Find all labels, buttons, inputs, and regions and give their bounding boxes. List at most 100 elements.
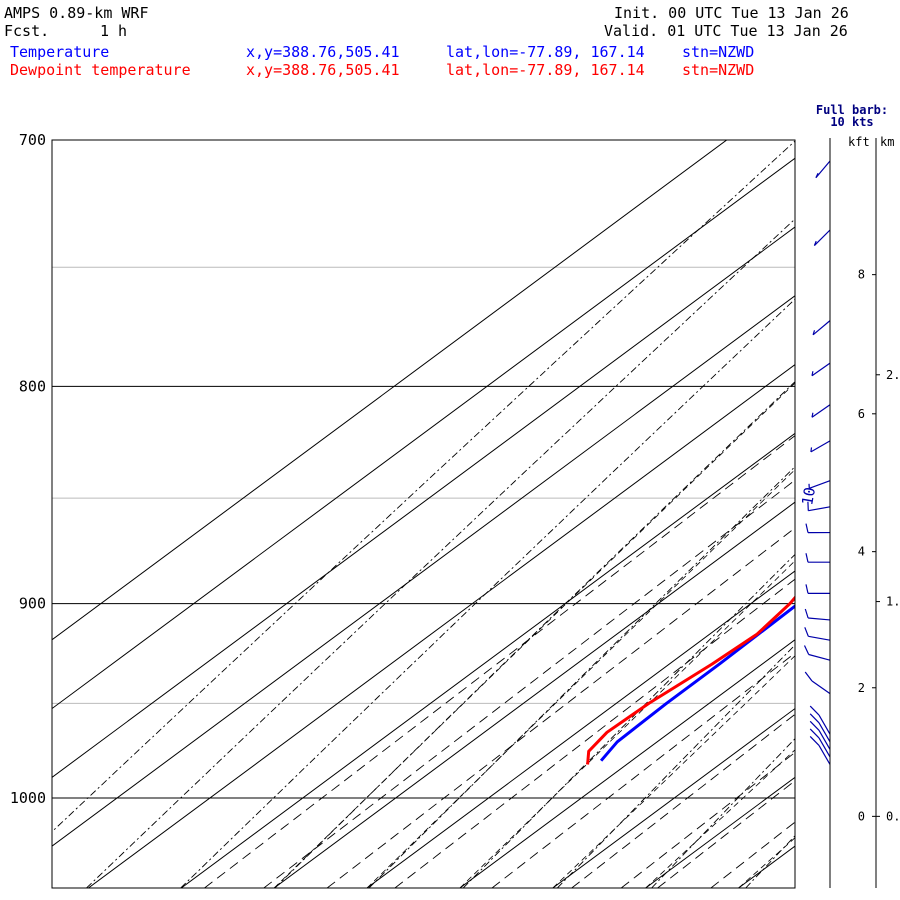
km-tick-label: 0. (886, 809, 900, 823)
dry-adiabat (462, 553, 795, 888)
wind-barb-shaft (811, 362, 831, 377)
temperature-legend: Temperature (10, 43, 110, 61)
moist-adiabat (459, 560, 795, 888)
wind-barb-flag (804, 608, 809, 619)
wind-barb-shaft (809, 480, 831, 489)
dry-adiabat (86, 218, 795, 888)
isotherm (645, 776, 795, 888)
wind-barb-column: 10 (798, 160, 831, 765)
wind-barb-shaft (818, 714, 831, 735)
wind-barb-flag (809, 713, 820, 724)
chart-grid (52, 113, 900, 889)
wind-barb-flag (810, 447, 813, 452)
wind-barb-shaft (815, 160, 831, 179)
wind-barb-shaft (812, 320, 831, 336)
wind-barb-flag (805, 523, 809, 533)
wind-barb-shaft (808, 635, 831, 641)
wind-barb-shaft (818, 745, 831, 765)
wind-barb-flag (811, 412, 814, 418)
kft-tick-label: 8 (858, 268, 865, 282)
wind-barb-flag (809, 720, 820, 731)
wind-barb-flag (809, 705, 820, 716)
isotherm (52, 157, 795, 710)
moist-adiabat (273, 382, 795, 888)
wind-barb-flag (803, 645, 810, 655)
temperature-latlon: lat,lon=-77.89, 167.14 (446, 43, 645, 61)
wind-barb-shaft (810, 440, 831, 453)
wind-barb-flag (805, 553, 809, 563)
mixing-ratio-line (394, 578, 795, 888)
wind-barb-flag (811, 371, 814, 376)
chart-series (586, 595, 795, 765)
isobar-label: 900 (19, 595, 46, 613)
kft-axis-label: kft (848, 135, 870, 149)
mixing-ratio-line (204, 435, 795, 888)
isotherm (180, 432, 795, 888)
dewpoint-xy: x,y=388.76,505.41 (246, 61, 400, 79)
wind-barb-shaft (818, 737, 831, 758)
dry-adiabat (52, 140, 795, 833)
dry-adiabat (557, 644, 795, 888)
moist-adiabat (366, 469, 795, 888)
km-tick-label: 2. (886, 368, 900, 382)
barb-speed-annotation: 10 (798, 486, 819, 507)
valid-time: Valid. 01 UTC Tue 13 Jan 26 (604, 22, 848, 40)
forecast-label: Fcst. (4, 22, 50, 40)
dry-adiabat (651, 738, 795, 888)
plot-frame (51, 139, 796, 889)
wind-barb-shaft (811, 404, 831, 418)
height-axis: kft km 0 2 4 6 8 0. 1. 2. (829, 135, 900, 888)
mixing-ratio-line (263, 479, 795, 888)
isotherm (552, 707, 795, 888)
isotherm (366, 570, 795, 888)
kft-tick-label: 4 (858, 545, 865, 559)
mixing-ratio-line (491, 652, 795, 888)
kft-tick-label: 6 (858, 407, 865, 421)
wind-barb-flag (804, 671, 813, 682)
isotherm (52, 295, 795, 847)
isobar-label: 800 (19, 377, 46, 395)
isotherm (831, 113, 900, 888)
wind-barb-shaft (811, 680, 831, 695)
wind-barb-flag (809, 728, 820, 739)
model-title: AMPS 0.89-km WRF (4, 4, 149, 22)
mixing-ratio-line (620, 751, 795, 888)
wind-barb-flag (813, 240, 817, 246)
wind-barb-shaft (813, 229, 831, 247)
wind-barb-shaft (808, 617, 831, 621)
wind-barb-flag (815, 173, 819, 179)
isotherm (273, 501, 795, 888)
temperature-profile (599, 604, 795, 762)
dry-adiabat (840, 114, 900, 889)
mixing-ratio-line (326, 527, 795, 888)
isobar-label: 1000 (10, 789, 46, 807)
wind-barb-shaft (818, 722, 831, 743)
kft-tick-label: 2 (858, 681, 865, 695)
dewpoint-station: stn=NZWD (682, 61, 755, 79)
km-axis-label: km (880, 135, 894, 149)
mixing-ratio-line (710, 821, 795, 888)
dewpoint-legend: Dewpoint temperature (10, 61, 191, 79)
isobar-label: 700 (19, 131, 46, 149)
km-tick-label: 1. (886, 595, 900, 609)
kft-tick-label: 0 (858, 809, 865, 823)
barb-legend-title: Full barb: (816, 103, 888, 117)
dry-adiabat (745, 835, 795, 888)
temperature-station: stn=NZWD (682, 43, 755, 61)
chart-labels: 7008009001000-70-60-50-40-30-20-10022023… (10, 103, 888, 807)
dewpoint-profile (586, 595, 795, 765)
isotherm (52, 226, 795, 778)
moist-adiabat (645, 749, 795, 888)
dry-adiabat (368, 466, 795, 888)
forecast-value: 1 h (100, 22, 128, 40)
wind-barb-shaft (808, 653, 831, 661)
wind-barb-flag (804, 627, 809, 637)
wind-barb-flag (809, 735, 820, 746)
wind-barb-flag (812, 330, 816, 335)
dewpoint-latlon: lat,lon=-77.89, 167.14 (446, 61, 645, 79)
isotherm (52, 140, 728, 641)
wind-barb-shaft (808, 506, 831, 512)
wind-barb-flag (805, 584, 809, 594)
isotherm (459, 639, 795, 888)
